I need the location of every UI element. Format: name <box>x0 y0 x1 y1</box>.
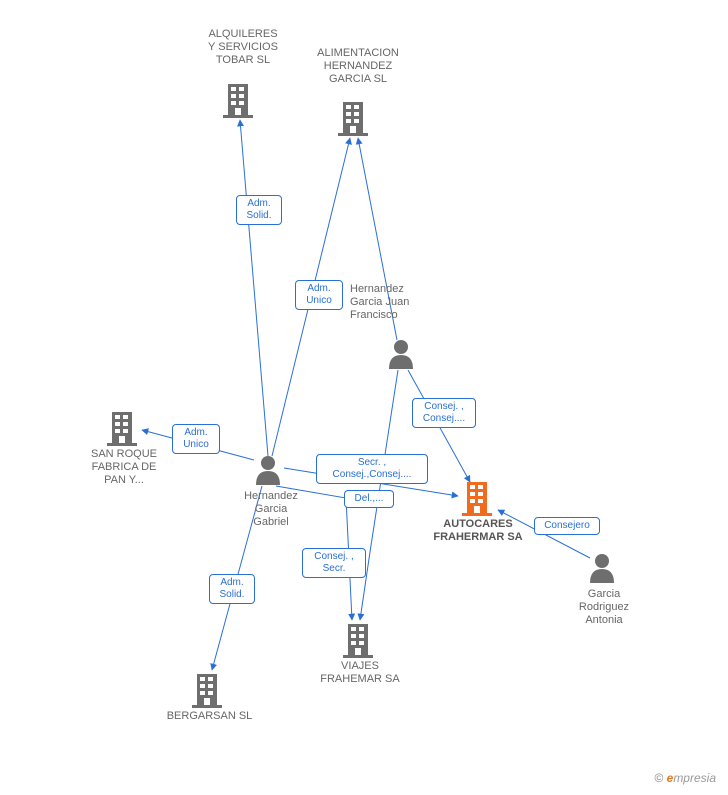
edge-label: Secr. , Consej.,Consej.... <box>316 454 428 484</box>
edge-label: Adm. Unico <box>295 280 343 310</box>
edge-label: Adm. Unico <box>172 424 220 454</box>
node-label: ALIMENTACION HERNANDEZ GARCIA SL <box>312 47 404 86</box>
person-icon[interactable] <box>590 554 614 583</box>
building-icon[interactable] <box>338 102 368 136</box>
building-icon[interactable] <box>343 624 373 658</box>
node-label: ALQUILERES Y SERVICIOS TOBAR SL <box>202 28 284 67</box>
copyright-symbol: © <box>654 771 663 785</box>
node-label: Garcia Rodriguez Antonia <box>572 588 636 627</box>
building-icon[interactable] <box>192 674 222 708</box>
node-label: VIAJES FRAHEMAR SA <box>315 660 405 686</box>
brand-rest: mpresia <box>673 771 716 785</box>
edge-label: Del.,... <box>344 490 394 508</box>
person-icon[interactable] <box>256 456 280 485</box>
node-label: Hernandez Garcia Gabriel <box>238 490 304 529</box>
edge <box>240 120 268 456</box>
edge-label: Adm. Solid. <box>236 195 282 225</box>
node-label: BERGARSAN SL <box>162 710 257 723</box>
node-label: AUTOCARES FRAHERMAR SA <box>428 518 528 544</box>
footer-credit: © empresia <box>654 771 716 785</box>
node-label: Hernandez Garcia Juan Francisco <box>350 283 420 322</box>
building-icon[interactable] <box>107 412 137 446</box>
node-label: SAN ROQUE FABRICA DE PAN Y... <box>88 448 160 487</box>
building-icon[interactable] <box>223 84 253 118</box>
person-icon[interactable] <box>389 340 413 369</box>
edge-label: Consej. , Consej.... <box>412 398 476 428</box>
edge-label: Consej. , Secr. <box>302 548 366 578</box>
edge-label: Consejero <box>534 517 600 535</box>
building-highlight-icon[interactable] <box>462 482 492 516</box>
edge-label: Adm. Solid. <box>209 574 255 604</box>
